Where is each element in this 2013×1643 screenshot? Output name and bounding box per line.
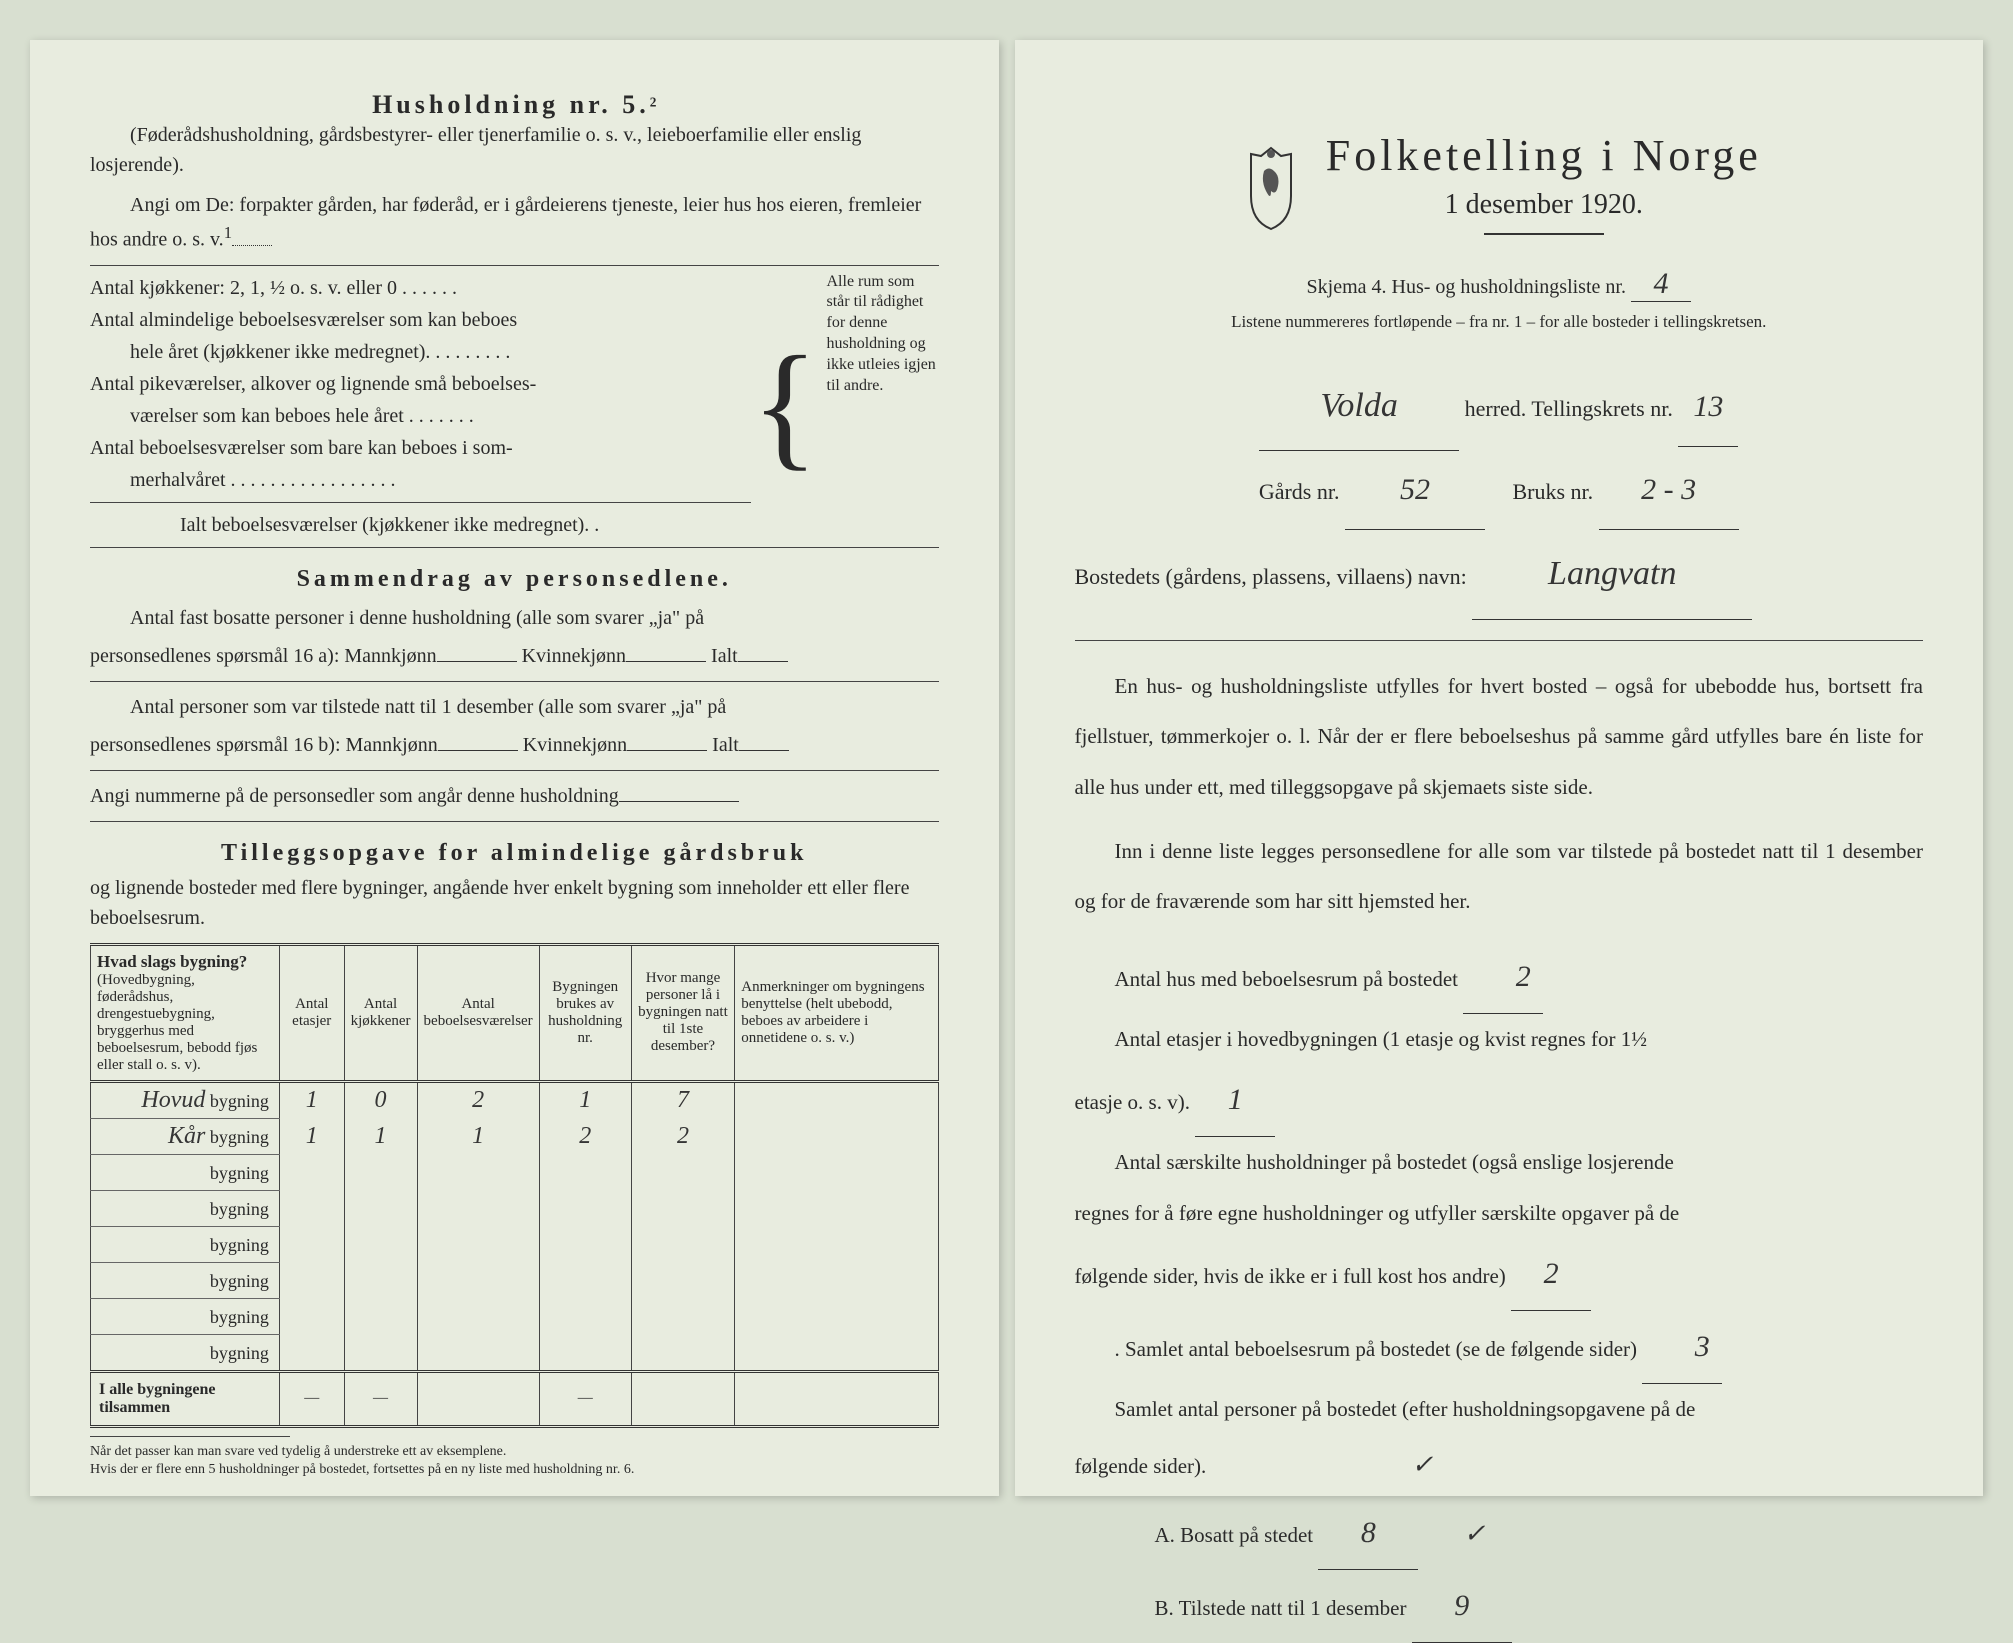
skjema-line: Skjema 4. Hus- og husholdningsliste nr. … — [1075, 267, 1924, 302]
table-row: bygning — [91, 1190, 939, 1226]
table-row: bygning — [91, 1334, 939, 1371]
table-row: bygning — [91, 1226, 939, 1262]
herred-line: Volda herred. Tellingskrets nr. 13 — [1075, 362, 1924, 451]
sammendrag-body: Antal fast bosatte personer i denne hush… — [90, 599, 939, 815]
listene: Listene nummereres fortløpende – fra nr.… — [1075, 312, 1924, 332]
right-page: Folketelling i Norge 1 desember 1920. Sk… — [1015, 40, 1984, 1496]
bosted-line: Bostedets (gårdens, plassens, villaens) … — [1075, 530, 1924, 619]
title-row: Folketelling i Norge 1 desember 1920. — [1075, 130, 1924, 247]
table-row: Hovud bygning10217 — [91, 1081, 939, 1118]
sub2: Angi om De: forpakter gården, har føderå… — [90, 190, 939, 255]
left-page: Husholdning nr. 5.2 (Føderådshusholdning… — [30, 40, 999, 1496]
main-title: Folketelling i Norge — [1326, 130, 1762, 181]
rooms-side-note: Alle rum som står til rådighet for denne… — [819, 272, 939, 541]
questions: Antal hus med beboelsesrum på bostedet 2… — [1075, 941, 1924, 1643]
sub1: (Føderådshusholdning, gårdsbestyrer- ell… — [90, 120, 939, 180]
footnote: Når det passer kan man svare ved tydelig… — [90, 1436, 939, 1479]
coat-of-arms-icon — [1236, 146, 1306, 231]
sammendrag-title: Sammendrag av personsedlene. — [90, 566, 939, 593]
brace-icon: { — [751, 357, 818, 455]
bygning-table: Hvad slags bygning? (Hovedbygning, føder… — [90, 943, 939, 1428]
tillegg-sub: og lignende bosteder med flere bygninger… — [90, 873, 939, 933]
body2: Inn i denne liste legges personsedlene f… — [1075, 826, 1924, 927]
rooms-block: Antal kjøkkener: 2, 1, ½ o. s. v. eller … — [90, 272, 939, 541]
husholdning-heading: Husholdning nr. 5.2 — [90, 90, 939, 120]
subtitle: 1 desember 1920. — [1326, 189, 1762, 221]
table-row: bygning — [91, 1154, 939, 1190]
gards-line: Gårds nr. 52 Bruks nr. 2 - 3 — [1075, 451, 1924, 530]
tillegg-title: Tilleggsopgave for almindelige gårdsbruk — [90, 840, 939, 867]
table-row: bygning — [91, 1262, 939, 1298]
table-row: bygning — [91, 1298, 939, 1334]
table-total-row: I alle bygningene tilsammen——— — [91, 1371, 939, 1426]
body1: En hus- og husholdningsliste utfylles fo… — [1075, 661, 1924, 812]
table-row: Kår bygning11122 — [91, 1118, 939, 1154]
